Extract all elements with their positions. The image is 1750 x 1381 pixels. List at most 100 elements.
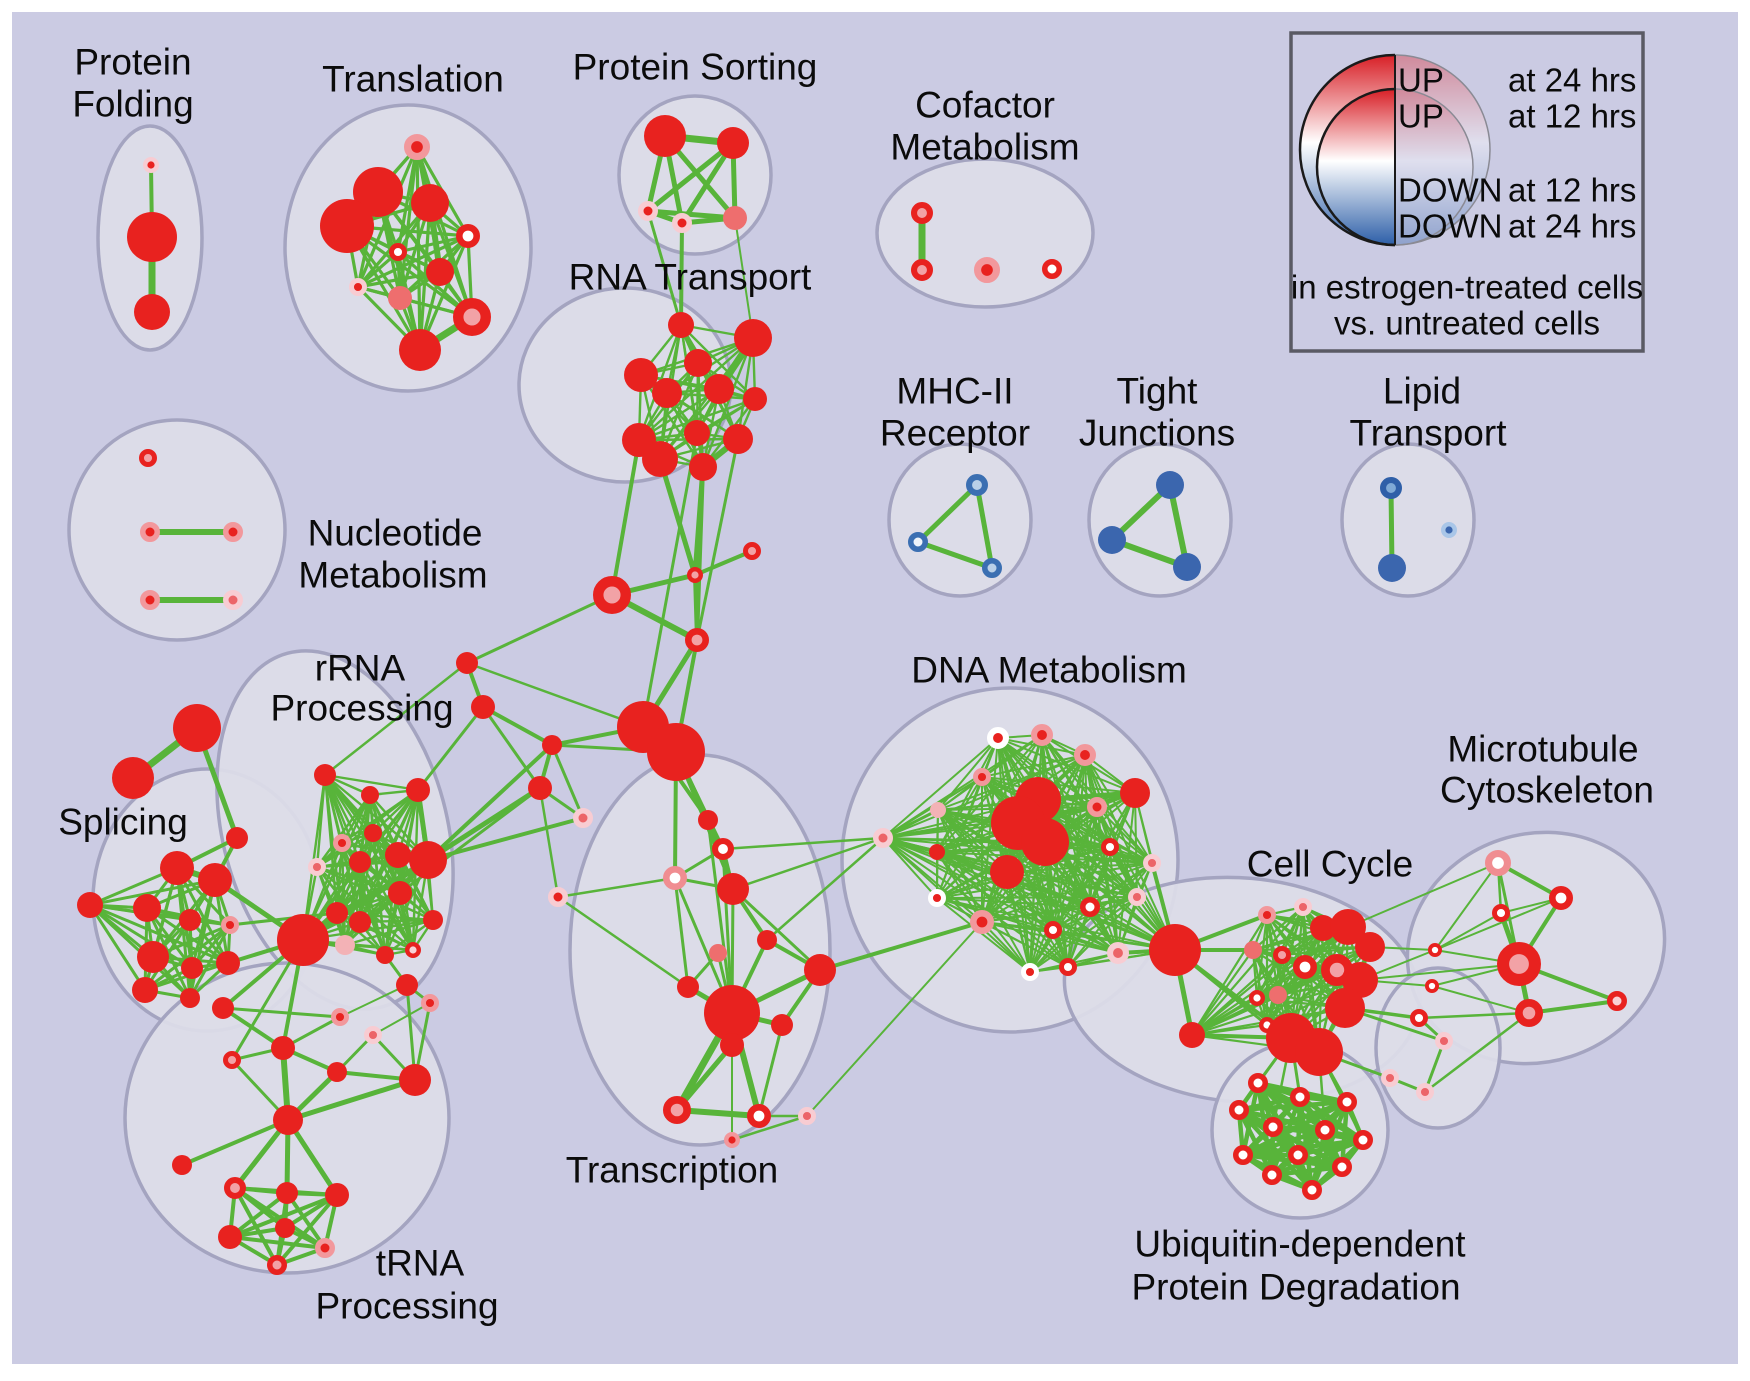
gene-node-white_redring <box>1315 1120 1335 1140</box>
gene-node-red <box>275 1218 295 1238</box>
gene-node-red <box>684 349 712 377</box>
gene-node-red_pinkring <box>221 915 240 934</box>
gene-node-red <box>134 294 170 330</box>
edge <box>882 754 1086 839</box>
gene-node-red <box>426 258 454 286</box>
gene-node-white_redring <box>1549 885 1574 910</box>
gene-node-red_pinkring <box>969 909 994 934</box>
edge <box>356 234 470 289</box>
gene-node-red <box>181 957 203 979</box>
gene-node-red <box>647 723 705 781</box>
gene-node-white_redring <box>712 838 735 861</box>
cluster-label: DNA Metabolism <box>911 650 1187 691</box>
gene-node-red_pinkring <box>333 833 352 852</box>
gene-node-white_redring <box>1290 1087 1310 1107</box>
edge <box>538 786 560 899</box>
legend-time-label: at 12 hrs <box>1508 172 1636 209</box>
edge <box>818 920 984 972</box>
edge <box>556 876 677 899</box>
gene-node-red <box>77 892 103 918</box>
gene-node-white_redring <box>389 243 408 262</box>
gene-node-pink_redring <box>1514 998 1543 1027</box>
gene-node-red <box>179 909 201 931</box>
gene-node-red <box>326 902 348 924</box>
edge <box>88 903 147 992</box>
gene-node-pink_redring <box>911 258 934 281</box>
legend-note: vs. untreated cells <box>1334 305 1600 342</box>
gene-node-red <box>160 851 194 885</box>
edge <box>323 661 469 777</box>
gene-node-white_bluering <box>908 532 928 552</box>
legend-direction-label: DOWN <box>1398 172 1502 209</box>
cluster-label: Protein Sorting <box>573 47 818 88</box>
gene-node-red <box>137 941 169 973</box>
edge <box>1423 1039 1446 1094</box>
gene-node-white_redring <box>1293 954 1318 979</box>
edge <box>1423 1011 1531 1094</box>
edge <box>721 836 885 851</box>
gene-node-red <box>320 199 374 253</box>
edge <box>936 897 1031 973</box>
gene-node-red_pinkring <box>315 1238 335 1258</box>
edge <box>936 897 1091 908</box>
gene-node-blue <box>1098 526 1126 554</box>
gene-node-red <box>399 329 441 371</box>
cluster-label: Protein <box>74 42 191 83</box>
edge <box>1190 905 1305 1037</box>
edge <box>88 903 230 965</box>
cluster-ellipse-cofactor <box>875 157 1095 309</box>
gene-node-pink_redring <box>1272 945 1291 964</box>
gene-node-pale_redring <box>1607 991 1627 1011</box>
legend-box <box>1289 31 1645 353</box>
edge <box>1084 754 1153 864</box>
edge <box>646 209 683 327</box>
gene-node-red <box>385 842 411 868</box>
edge <box>143 923 232 992</box>
gene-node-white_redring <box>1229 1100 1249 1120</box>
gene-node-white_redring <box>1100 837 1119 856</box>
cluster-label: Splicing <box>58 802 188 843</box>
cluster-label: Translation <box>322 59 504 100</box>
edge <box>1240 1127 1328 1158</box>
gene-node-red <box>226 827 248 849</box>
gene-node-red <box>1355 932 1385 962</box>
edge <box>673 876 690 989</box>
cluster-label: MHC-II <box>896 371 1013 412</box>
edge <box>228 911 339 927</box>
gene-node-red <box>218 1225 242 1249</box>
gene-node-white_redring <box>1428 942 1443 957</box>
gene-node-red <box>542 735 562 755</box>
gene-node-pink_palering <box>573 808 593 828</box>
cluster-label: Transcription <box>566 1150 778 1191</box>
edge <box>285 1077 418 1123</box>
gene-node-red_whitering <box>987 727 1010 750</box>
cluster-label: Processing <box>315 1286 498 1327</box>
edge <box>679 323 757 401</box>
gene-node-white_redring <box>1248 1073 1268 1093</box>
edge <box>637 397 757 442</box>
gene-node-red <box>173 704 221 752</box>
gene-node-red_palering <box>672 213 692 233</box>
gene-node-pink_redring <box>684 627 709 652</box>
gene-node-white_redring <box>746 1104 771 1129</box>
gene-node-red <box>723 424 753 454</box>
gene-node-red <box>409 841 447 879</box>
gene-node-red_pinkring <box>421 993 440 1012</box>
cluster-label: Metabolism <box>298 555 487 596</box>
gene-node-red_whitering <box>927 888 946 907</box>
edge <box>915 482 980 545</box>
edge <box>550 743 585 820</box>
gene-node-red <box>720 1033 744 1057</box>
edge <box>1431 985 1530 1014</box>
gene-node-red <box>127 212 177 262</box>
gene-node-red <box>471 695 495 719</box>
edge <box>981 862 1153 923</box>
edge <box>1029 906 1091 973</box>
gene-node-pink_redring <box>223 1050 242 1069</box>
legend-direction-label: UP <box>1398 98 1444 135</box>
edge <box>285 1191 327 1250</box>
gene-node-red_pinkring <box>1257 905 1276 924</box>
gene-node-red <box>349 911 371 933</box>
gene-node-red <box>684 420 710 446</box>
edge <box>757 1023 784 1118</box>
